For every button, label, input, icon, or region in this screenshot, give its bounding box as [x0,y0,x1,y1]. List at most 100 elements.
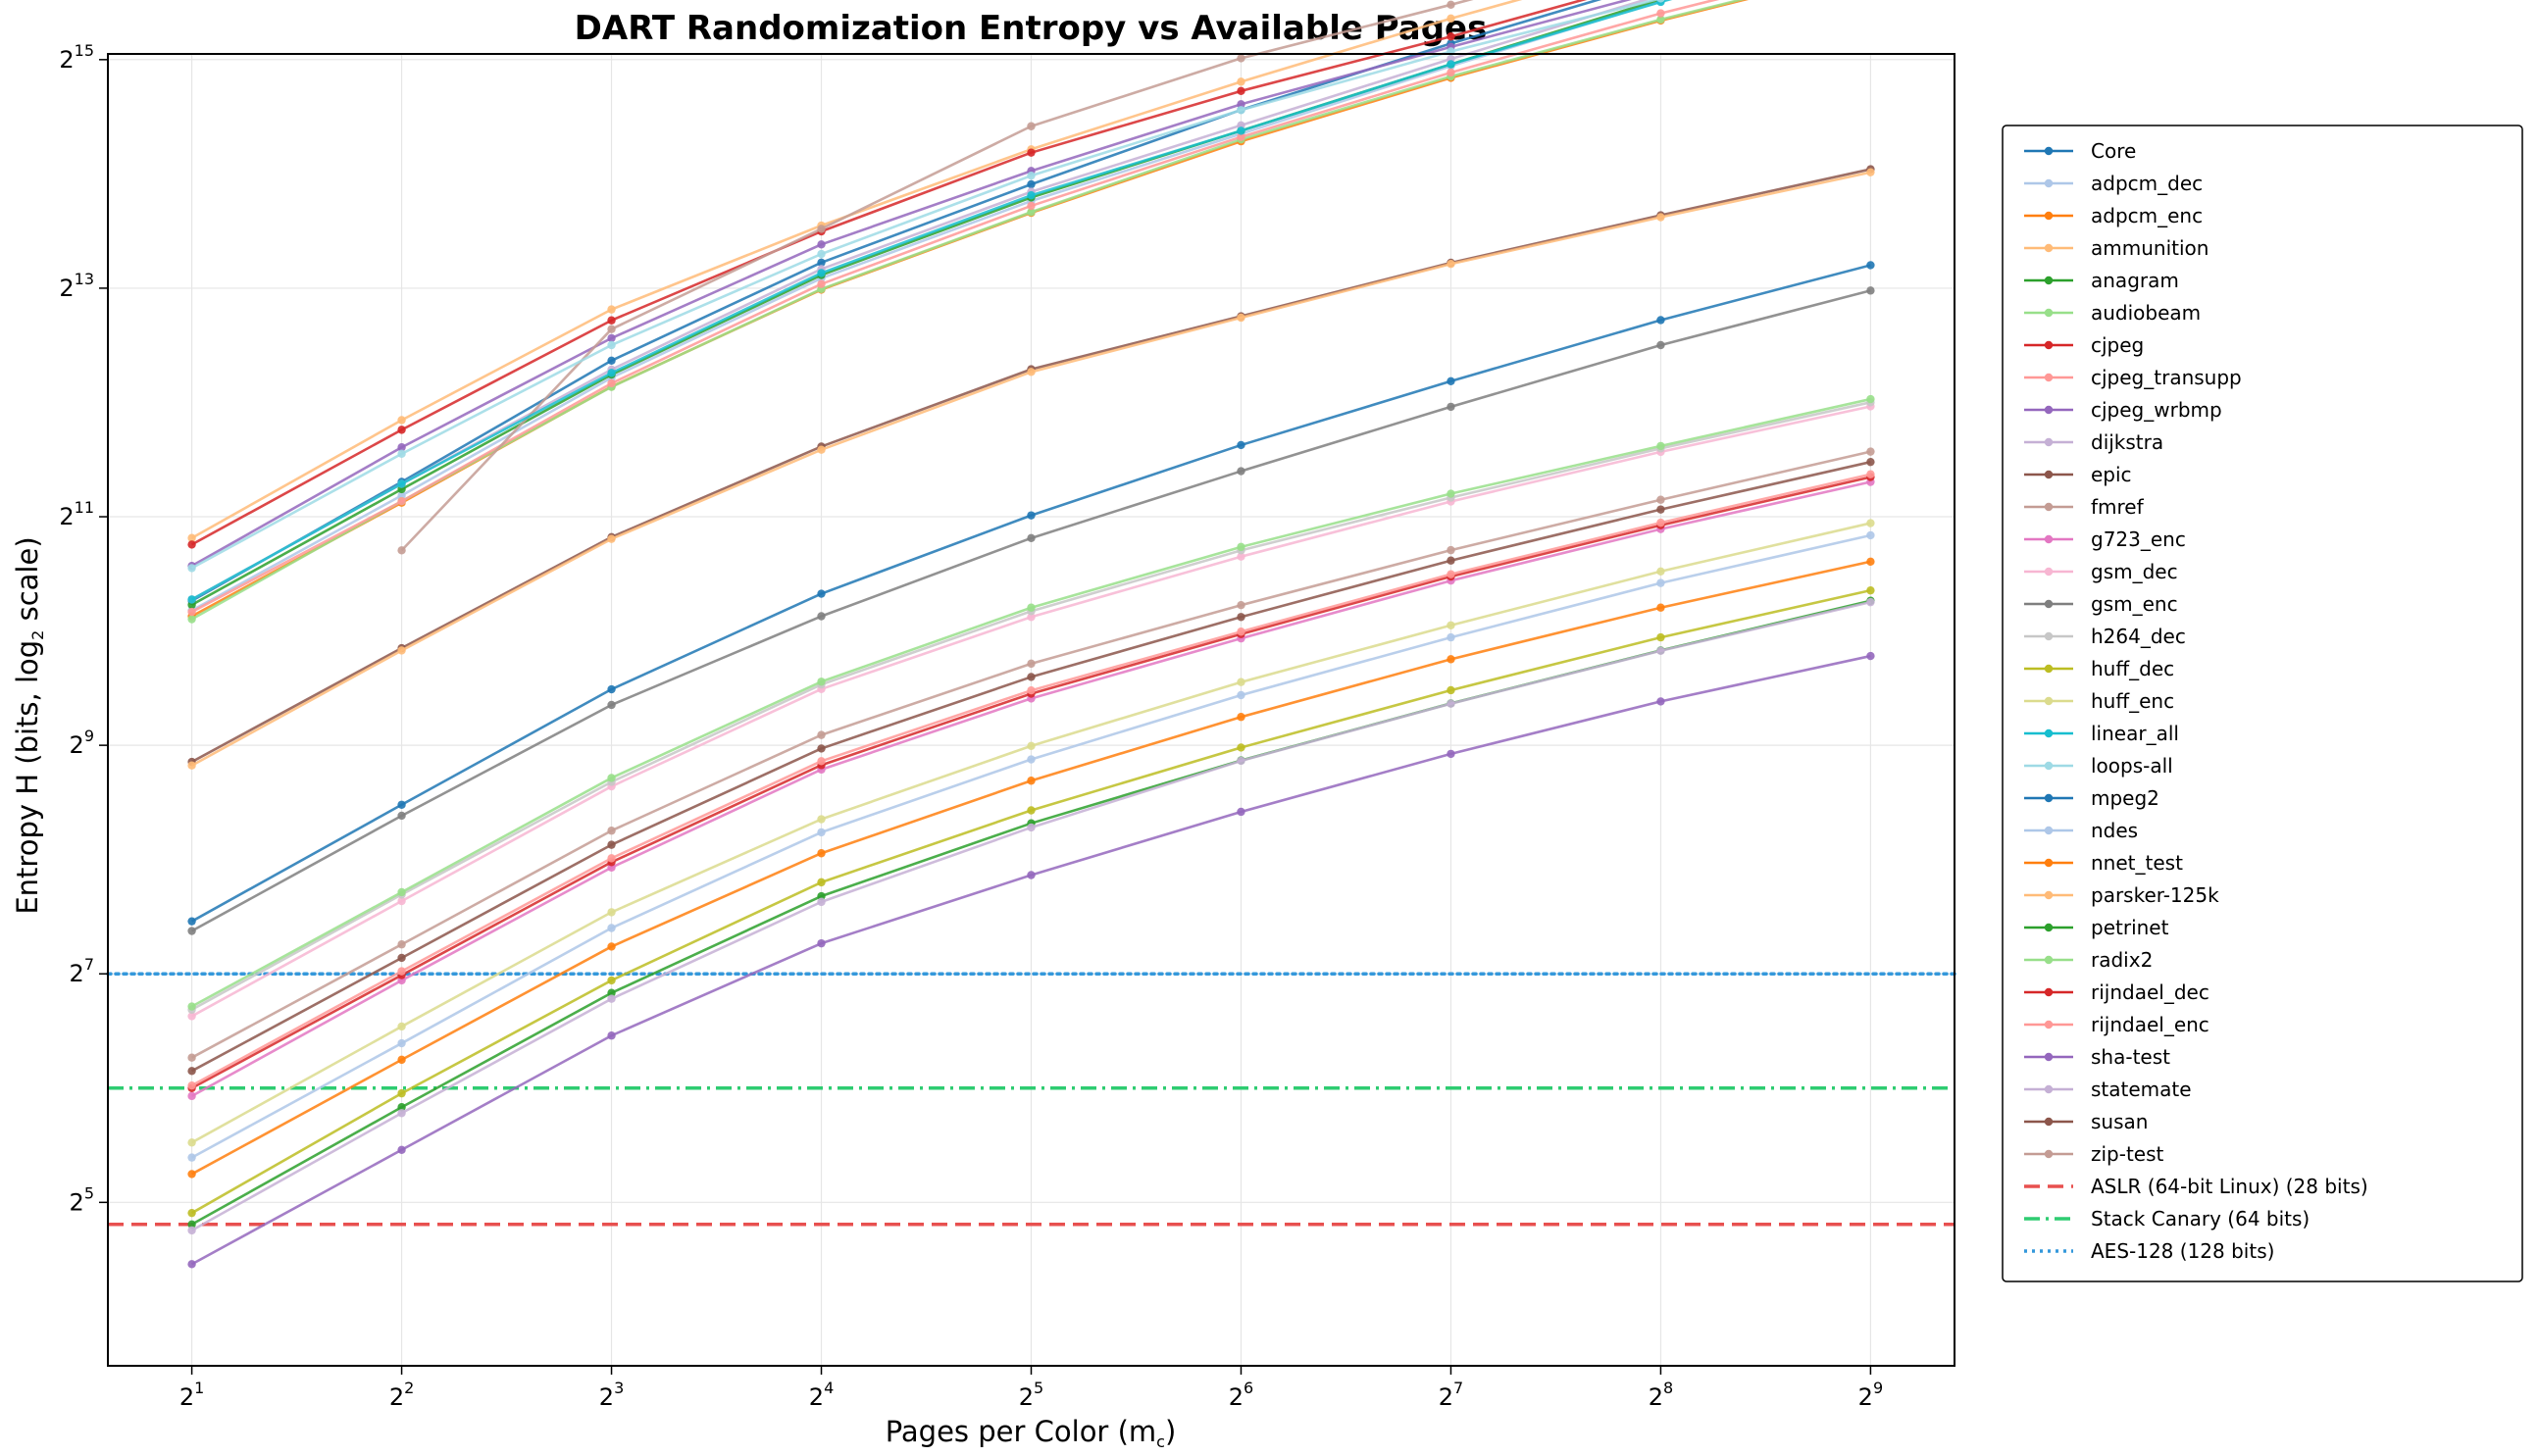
legend-marker [2044,534,2054,544]
legend-item: gsm_dec [2024,560,2178,583]
series-parsker-125k [187,168,1875,770]
legend-label: g723_enc [2091,527,2186,551]
y-axis-label: Entropy H (bits, log2 scale) [11,536,47,914]
series-group [187,0,1875,1269]
data-point [1027,741,1036,750]
legend-label: radix2 [2091,948,2153,972]
data-point [817,730,826,739]
data-point [1237,807,1245,817]
legend-item: nnet_test [2024,851,2183,875]
series-huff-dec [187,585,1875,1218]
legend-label: statemate [2091,1078,2192,1101]
data-point [187,917,196,926]
grid [108,54,1955,1366]
data-point [1656,9,1665,18]
data-point [817,589,826,598]
y-tick-label: 27 [70,955,94,987]
data-point [817,445,826,454]
data-point [1027,755,1036,764]
series-ndes [187,530,1875,1162]
data-point [1447,489,1455,498]
series-susan [187,457,1875,1076]
legend-marker [2044,987,2054,997]
data-point [1237,54,1245,63]
data-point [817,878,826,887]
x-tick-label: 29 [1858,1379,1883,1411]
legend-item: Stack Canary (64 bits) [2024,1207,2310,1230]
x-tick-label: 26 [1229,1379,1253,1411]
data-point [397,1088,406,1098]
legend-item: gsm_enc [2024,592,2178,616]
data-point [1447,655,1455,664]
data-point [1237,713,1245,722]
x-axis-label: Pages per Color (mc) [886,1415,1177,1451]
legend-label: zip-test [2091,1142,2164,1166]
data-point [1866,470,1875,478]
data-point [1866,557,1875,566]
series-loops-all [187,0,1665,573]
legend-label: ASLR (64-bit Linux) (28 bits) [2091,1175,2368,1198]
legend-label: audiobeam [2091,301,2201,325]
legend-marker [2044,728,2054,738]
data-point [1447,632,1455,642]
data-point [817,828,826,837]
data-point [1447,259,1455,269]
series-line [400,0,1474,552]
data-point [1237,467,1245,476]
data-point [1656,505,1665,514]
data-point [817,891,826,901]
series-huff-enc [187,519,1875,1147]
data-point [1237,552,1245,561]
legend-marker [2044,1020,2054,1029]
data-point [397,497,406,506]
legend-item: rijndael_dec [2024,980,2209,1004]
data-point [1237,613,1245,622]
legend-marker [2044,955,2054,965]
legend-label: adpcm_enc [2091,204,2203,227]
legend-item: rijndael_enc [2024,1013,2209,1036]
data-point [607,774,616,782]
data-point [1447,377,1455,385]
data-point [397,887,406,897]
data-point [1027,148,1036,157]
legend-item: parsker-125k [2024,883,2219,907]
data-point [1027,208,1036,217]
data-point [607,333,616,343]
legend-label: fmref [2091,495,2145,519]
data-point [187,607,196,617]
legend-item: cjpeg_transupp [2024,366,2242,389]
series-sha-test [187,651,1875,1269]
data-point [607,942,616,951]
data-point [187,1080,196,1090]
legend-box [2002,125,2523,1282]
legend-item: susan [2024,1110,2148,1133]
legend-item: mpeg2 [2024,786,2159,810]
data-point [397,1038,406,1048]
data-point [397,646,406,655]
legend-label: AES-128 (128 bits) [2091,1239,2274,1263]
data-point [1656,441,1665,451]
data-point [1027,603,1036,612]
legend-item: adpcm_enc [2024,204,2203,227]
data-point [1866,447,1875,456]
data-point [1447,0,1455,10]
data-point [1237,100,1245,109]
data-point [1027,659,1036,669]
data-point [397,1055,406,1065]
legend-label: Core [2091,139,2136,163]
data-point [607,908,616,917]
legend-item: AES-128 (128 bits) [2024,1239,2274,1263]
data-point [1656,603,1665,612]
legend-label: rijndael_enc [2091,1013,2209,1036]
data-point [607,700,616,710]
y-tick-label: 211 [59,498,94,530]
series-rijndael-enc [187,470,1875,1090]
legend-label: gsm_enc [2091,592,2178,616]
data-point [187,1208,196,1218]
legend-item: fmref [2024,495,2145,519]
y-tick-label: 213 [59,270,94,302]
data-point [187,533,196,542]
legend-item: ASLR (64-bit Linux) (28 bits) [2024,1175,2368,1198]
legend-label: cjpeg_transupp [2091,366,2242,389]
